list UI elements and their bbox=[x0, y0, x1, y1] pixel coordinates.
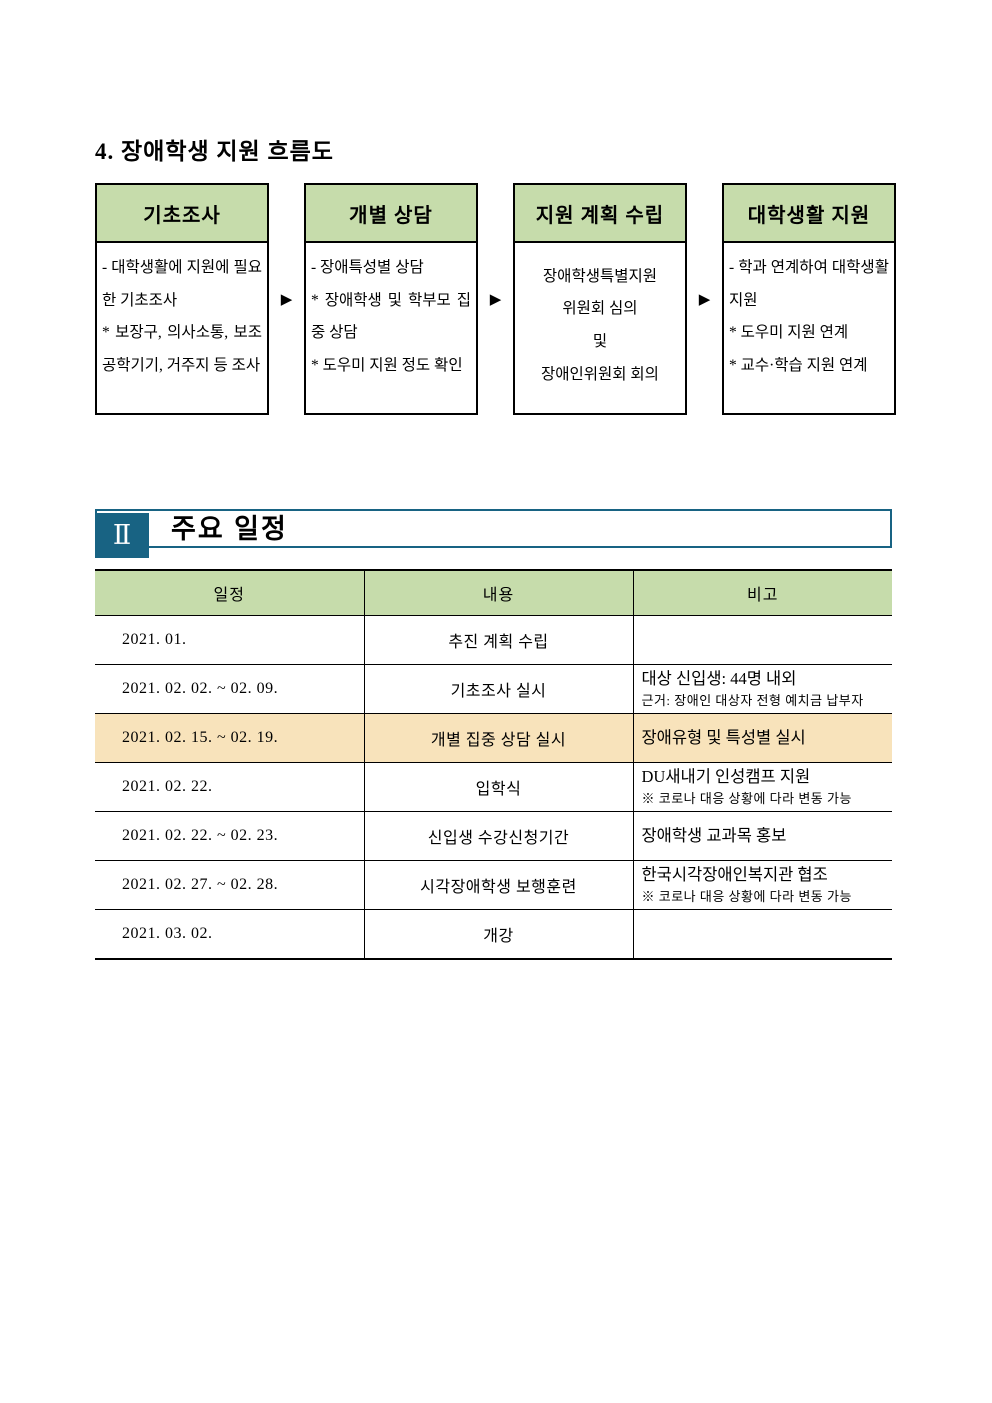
flow-step-title: 대학생활 지원 bbox=[723, 185, 894, 243]
support-flowchart: 기초조사 - 대학생활에 지원에 필요한 기초조사 * 보장구, 의사소통, 보조… bbox=[95, 183, 896, 415]
section-4-title: 4. 장애학생 지원 흐름도 bbox=[95, 139, 334, 164]
remark-text: 장애유형 및 특성별 실시 bbox=[641, 727, 806, 747]
cell-remark: 한국시각장애인복지관 협조 ※ 코로나 대응 상황에 다라 변동 가능 bbox=[633, 860, 892, 910]
section-2-title: 주요 일정 bbox=[171, 514, 288, 544]
table-header-row: 일정 내용 비고 bbox=[95, 570, 892, 616]
flow-arrow-icon: ▶ bbox=[280, 289, 293, 308]
flow-arrow-icon: ▶ bbox=[489, 289, 502, 308]
flow-step-title: 기초조사 bbox=[97, 185, 267, 243]
remark-text: 대상 신입생: 44명 내외 bbox=[641, 669, 797, 689]
flow-step-2: 개별 상담 - 장애특성별 상담 * 장애학생 및 학부모 집중 상담 * 도우미… bbox=[303, 183, 478, 415]
remark-note: 근거: 장애인 대상자 전형 예치금 납부자 bbox=[641, 693, 864, 709]
cell-remark: 장애학생 교과목 홍보 bbox=[633, 811, 892, 861]
banner-roman-numeral: Ⅱ bbox=[95, 513, 149, 558]
flow-step-body: 장애학생특별지원 위원회 심의 및 장애인위원회 회의 bbox=[540, 267, 659, 383]
banner-bar bbox=[95, 509, 892, 548]
cell-date: 2021. 01. bbox=[95, 615, 365, 665]
column-header: 일정 bbox=[95, 570, 365, 616]
table-row: 2021. 02. 15. ~ 02. 19. 개별 집중 상담 실시 장애유형 및… bbox=[95, 713, 892, 763]
cell-remark: DU새내기 인성캠프 지원 ※ 코로나 대응 상황에 다라 변동 가능 bbox=[633, 762, 892, 812]
cell-content: 신입생 수강신청기간 bbox=[364, 811, 634, 861]
flow-step-body: - 장애특성별 상담 * 장애학생 및 학부모 집중 상담 * 도우미 지원 정… bbox=[310, 259, 471, 374]
remark-text: DU새내기 인성캠프 지원 bbox=[641, 767, 811, 787]
table-row: 2021. 02. 22. 입학식 DU새내기 인성캠프 지원 ※ 코로나 대응 상황… bbox=[95, 762, 892, 812]
table-row: 2021. 01. 추진 계획 수립 bbox=[95, 615, 892, 665]
flow-step-4: 대학생활 지원 - 학과 연계하여 대학생활 지원 * 도우미 지원 연계 * 교… bbox=[721, 183, 896, 415]
flow-step-body: - 대학생활에 지원에 필요한 기초조사 * 보장구, 의사소통, 보조공학기기… bbox=[102, 259, 262, 374]
cell-date: 2021. 02. 02. ~ 02. 09. bbox=[95, 664, 365, 714]
section-2-banner: Ⅱ 주요 일정 bbox=[95, 509, 892, 561]
column-header: 비고 bbox=[633, 570, 892, 616]
cell-content: 입학식 bbox=[364, 762, 634, 812]
flow-step-title: 개별 상담 bbox=[305, 185, 476, 243]
cell-date: 2021. 02. 22. bbox=[95, 762, 365, 812]
cell-remark: 장애유형 및 특성별 실시 bbox=[633, 713, 892, 763]
flow-arrow-icon: ▶ bbox=[698, 289, 711, 308]
remark-text: 한국시각장애인복지관 협조 bbox=[641, 865, 828, 885]
cell-content: 개별 집중 상담 실시 bbox=[364, 713, 634, 763]
column-header: 내용 bbox=[364, 570, 634, 616]
schedule-table-header: 일정 내용 비고 bbox=[95, 570, 892, 616]
flow-step-1: 기초조사 - 대학생활에 지원에 필요한 기초조사 * 보장구, 의사소통, 보조… bbox=[95, 183, 269, 415]
remark-note: ※ 코로나 대응 상황에 다라 변동 가능 bbox=[641, 791, 852, 807]
cell-remark bbox=[633, 909, 892, 960]
remark-text: 장애학생 교과목 홍보 bbox=[641, 825, 787, 845]
flow-step-title: 지원 계획 수립 bbox=[514, 185, 685, 243]
schedule-table-body: 2021. 01. 추진 계획 수립 2021. 02. 02. ~ 02. 09.… bbox=[95, 615, 892, 960]
cell-date: 2021. 02. 22. ~ 02. 23. bbox=[95, 811, 365, 861]
cell-remark bbox=[633, 615, 892, 665]
cell-date: 2021. 02. 15. ~ 02. 19. bbox=[95, 713, 365, 763]
table-row: 2021. 02. 02. ~ 02. 09. 기초조사 실시 대상 신입생: 44… bbox=[95, 664, 892, 714]
cell-date: 2021. 02. 27. ~ 02. 28. bbox=[95, 860, 365, 910]
table-row: 2021. 03. 02. 개강 bbox=[95, 909, 892, 960]
schedule-table: 일정 내용 비고 2021. 01. 추진 계획 수립 2021. 02. 02. ~ … bbox=[95, 569, 892, 960]
table-row: 2021. 02. 27. ~ 02. 28. 시각장애학생 보행훈련 한국시각장애… bbox=[95, 860, 892, 910]
cell-content: 시각장애학생 보행훈련 bbox=[364, 860, 634, 910]
cell-content: 개강 bbox=[364, 909, 634, 960]
remark-note: ※ 코로나 대응 상황에 다라 변동 가능 bbox=[641, 889, 852, 905]
cell-content: 기초조사 실시 bbox=[364, 664, 634, 714]
cell-date: 2021. 03. 02. bbox=[95, 909, 365, 960]
cell-content: 추진 계획 수립 bbox=[364, 615, 634, 665]
table-row: 2021. 02. 22. ~ 02. 23. 신입생 수강신청기간 장애학생 교과… bbox=[95, 811, 892, 861]
flow-step-body: - 학과 연계하여 대학생활 지원 * 도우미 지원 연계 * 교수·학습 지원… bbox=[728, 259, 889, 374]
